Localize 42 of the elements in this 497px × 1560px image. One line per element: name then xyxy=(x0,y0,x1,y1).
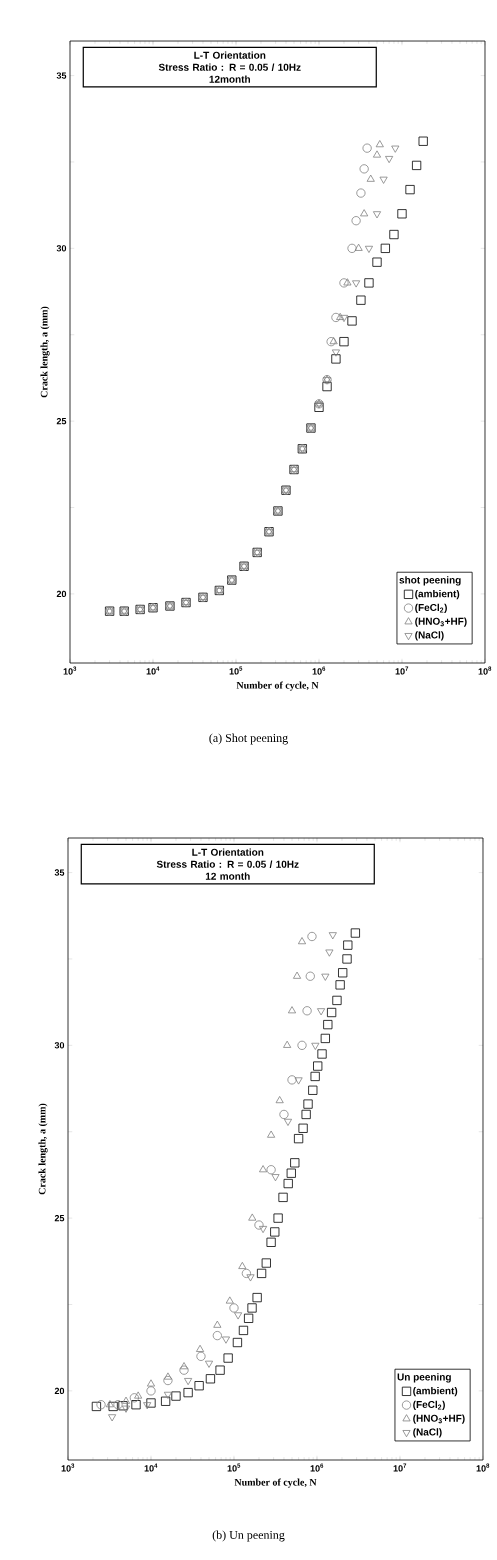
x-tick-label: 10$^{7}$ xyxy=(395,666,409,675)
y-axis-title: Crack length, a (mm) xyxy=(40,306,50,398)
x-tick-label: 10$^{6}$ xyxy=(310,1463,324,1472)
x-tick-label: 10$^{3}$ xyxy=(61,1463,75,1472)
x-tick-label: 10$^{7}$ xyxy=(393,1463,407,1472)
y-tick-label: 20 xyxy=(56,590,67,598)
x-tick-label: 10$^{5}$ xyxy=(229,666,243,675)
legend-label: (HNO$_{3}$+HF) xyxy=(413,1414,465,1424)
x-tick-label: 10$^{4}$ xyxy=(146,666,160,675)
legend-title: Un peening xyxy=(397,1373,451,1383)
legend-label: (ambient) xyxy=(413,1386,458,1397)
x-tick-label: 10$^{6}$ xyxy=(312,666,326,675)
x-tick-label: 10$^{5}$ xyxy=(227,1463,241,1472)
x-axis-title: Number of cycle, N xyxy=(234,1478,317,1488)
text: (b) Un peening xyxy=(212,1530,285,1542)
y-tick-label: 35 xyxy=(56,72,67,79)
x-axis-title: Number of cycle, N xyxy=(236,681,319,691)
legend-label: (FeCl$_{2}$) xyxy=(415,603,447,614)
annotation: 12month xyxy=(209,75,250,83)
text: L-T Orientation xyxy=(192,848,264,856)
y-tick-label: 30 xyxy=(56,245,67,252)
y-axis-title: Crack length, a (mm) xyxy=(38,1103,48,1195)
legend-label: (NaCl) xyxy=(413,1428,442,1438)
x-tick-label: 10$^{4}$ xyxy=(144,1463,158,1472)
y-tick-label: 20 xyxy=(54,1387,65,1395)
text: Stress Ratio : R = 0.05 / 10Hz xyxy=(156,860,299,868)
legend-title: shot peening xyxy=(399,576,461,586)
text: (a) Shot peening xyxy=(209,733,288,745)
legend-label: (FeCl$_{2}$) xyxy=(413,1400,445,1411)
legend-label: (NaCl) xyxy=(415,631,444,641)
y-tick-label: 30 xyxy=(54,1042,65,1049)
y-tick-label: 25 xyxy=(54,1214,65,1222)
text: Stress Ratio : R = 0.05 / 10Hz xyxy=(158,63,301,71)
y-tick-label: 25 xyxy=(56,417,67,425)
y-tick-label: 35 xyxy=(54,869,65,876)
x-tick-label: 10$^{8}$ xyxy=(476,1463,490,1472)
legend-label: (HNO$_{3}$+HF) xyxy=(415,617,467,627)
text: L-T Orientation xyxy=(194,51,266,59)
x-tick-label: 10$^{8}$ xyxy=(478,666,492,675)
legend-label: (ambient) xyxy=(415,589,460,600)
annotation: 12 month xyxy=(205,872,250,880)
x-tick-label: 10$^{3}$ xyxy=(63,666,77,675)
